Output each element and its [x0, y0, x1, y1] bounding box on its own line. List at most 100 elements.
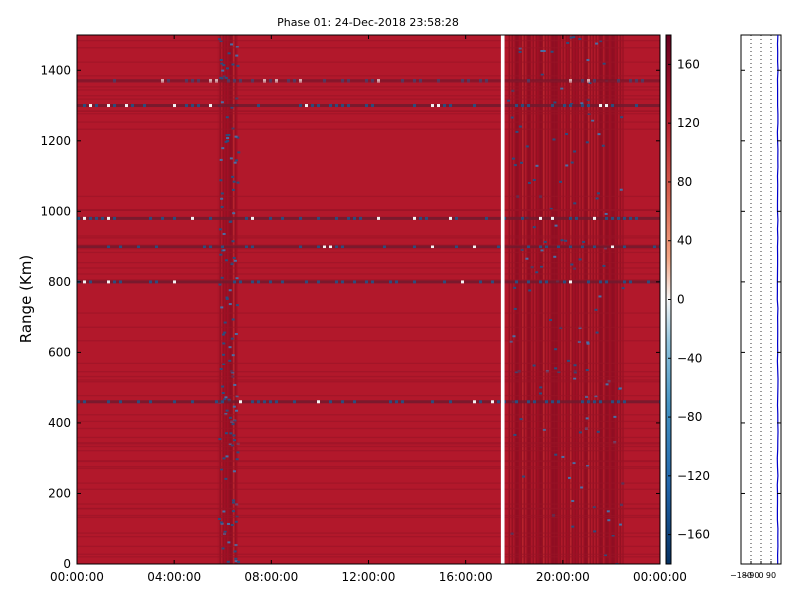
noise-column — [229, 35, 232, 564]
noise-cell — [231, 423, 235, 426]
colorbar-tick-label: −80 — [677, 410, 702, 424]
noise-cell — [225, 116, 229, 119]
noise-cell — [513, 286, 517, 289]
noise-column — [539, 35, 542, 564]
range-cell — [257, 400, 260, 404]
noise-cell — [231, 175, 235, 178]
range-cell — [191, 216, 194, 220]
range-cell — [365, 104, 368, 108]
noise-column — [235, 35, 238, 564]
range-cell — [413, 216, 416, 220]
noise-cell — [540, 265, 544, 268]
noise-cell — [542, 428, 546, 431]
range-cell — [575, 216, 578, 220]
faint-range-line — [77, 445, 660, 448]
noise-cell — [595, 197, 599, 200]
range-cell — [497, 245, 500, 249]
side-x-tick-label: −180 — [730, 571, 752, 580]
range-cell — [281, 216, 284, 220]
range-cell — [317, 104, 320, 108]
range-cell — [623, 400, 626, 404]
noise-cell — [571, 525, 575, 528]
noise-cell — [228, 346, 232, 349]
noise-cell — [225, 67, 229, 70]
noise-cell — [520, 248, 524, 251]
range-cell — [611, 400, 614, 404]
colorbar-tick-label: 160 — [677, 57, 700, 71]
noise-cell — [573, 364, 577, 367]
range-cell — [479, 400, 482, 404]
noise-column — [220, 35, 223, 564]
range-cell — [401, 400, 404, 404]
range-cell — [95, 104, 98, 108]
faint-range-line — [77, 128, 660, 130]
noise-cell — [231, 354, 235, 357]
faint-range-line — [77, 379, 660, 381]
noise-cell — [225, 297, 229, 300]
range-cell — [527, 280, 530, 284]
range-cell — [305, 104, 308, 108]
range-cell — [89, 216, 92, 220]
faint-range-line — [77, 248, 660, 250]
noise-cell — [553, 101, 557, 104]
noise-column — [542, 35, 545, 564]
noise-cell — [604, 212, 608, 215]
noise-cell — [518, 125, 522, 128]
range-cell — [107, 280, 110, 284]
range-cell — [335, 104, 338, 108]
noise-cell — [223, 321, 227, 324]
noise-cell — [220, 306, 224, 309]
noise-column — [515, 35, 518, 564]
faint-range-line — [77, 362, 660, 365]
range-cell — [545, 280, 548, 284]
range-cell — [299, 216, 302, 220]
range-cell — [329, 400, 332, 404]
range-cell — [443, 280, 446, 284]
range-cell — [521, 216, 524, 220]
noise-cell — [227, 134, 231, 137]
faint-range-line — [77, 75, 660, 77]
range-cell — [581, 245, 584, 249]
range-cell — [269, 216, 272, 220]
noise-cell — [217, 517, 221, 520]
range-cell — [515, 104, 518, 108]
noise-cell — [223, 530, 227, 533]
noise-cell — [217, 38, 221, 41]
faint-range-line — [77, 460, 660, 463]
range-cell — [437, 104, 440, 108]
noise-cell — [219, 179, 223, 182]
range-cell — [317, 280, 320, 284]
range-cell — [221, 400, 224, 404]
noise-cell — [539, 392, 543, 395]
faint-range-line — [77, 553, 660, 555]
noise-cell — [222, 249, 226, 252]
side-panel-phase-line — [776, 34, 779, 565]
noise-cell — [578, 431, 582, 434]
range-cell — [353, 280, 356, 284]
noise-cell — [552, 138, 556, 141]
range-cell — [233, 280, 236, 284]
noise-cell — [593, 530, 597, 533]
range-cell — [197, 104, 200, 108]
noise-cell — [232, 180, 236, 183]
noise-cell — [222, 510, 226, 513]
range-cell — [587, 280, 590, 284]
range-cell — [161, 216, 164, 220]
range-cell — [245, 216, 248, 220]
noise-cell — [226, 140, 230, 143]
noise-cell — [224, 140, 228, 143]
faint-range-line — [77, 460, 660, 462]
noise-cell — [528, 289, 532, 292]
noise-cell — [221, 333, 225, 336]
noise-cell — [543, 240, 547, 243]
x-axis-ticks: 00:00:00 04:00:00 08:00:00 12:00:00 16:00:00… — [50, 35, 687, 584]
noise-cell — [236, 451, 240, 454]
range-cell — [203, 245, 206, 249]
noise-cell — [222, 457, 226, 460]
range-cell — [449, 104, 452, 108]
y-tick-label: 400 — [48, 416, 71, 430]
noise-cell — [226, 522, 230, 525]
range-cell — [569, 280, 572, 284]
faint-range-line — [77, 326, 660, 328]
range-cell — [359, 216, 362, 220]
